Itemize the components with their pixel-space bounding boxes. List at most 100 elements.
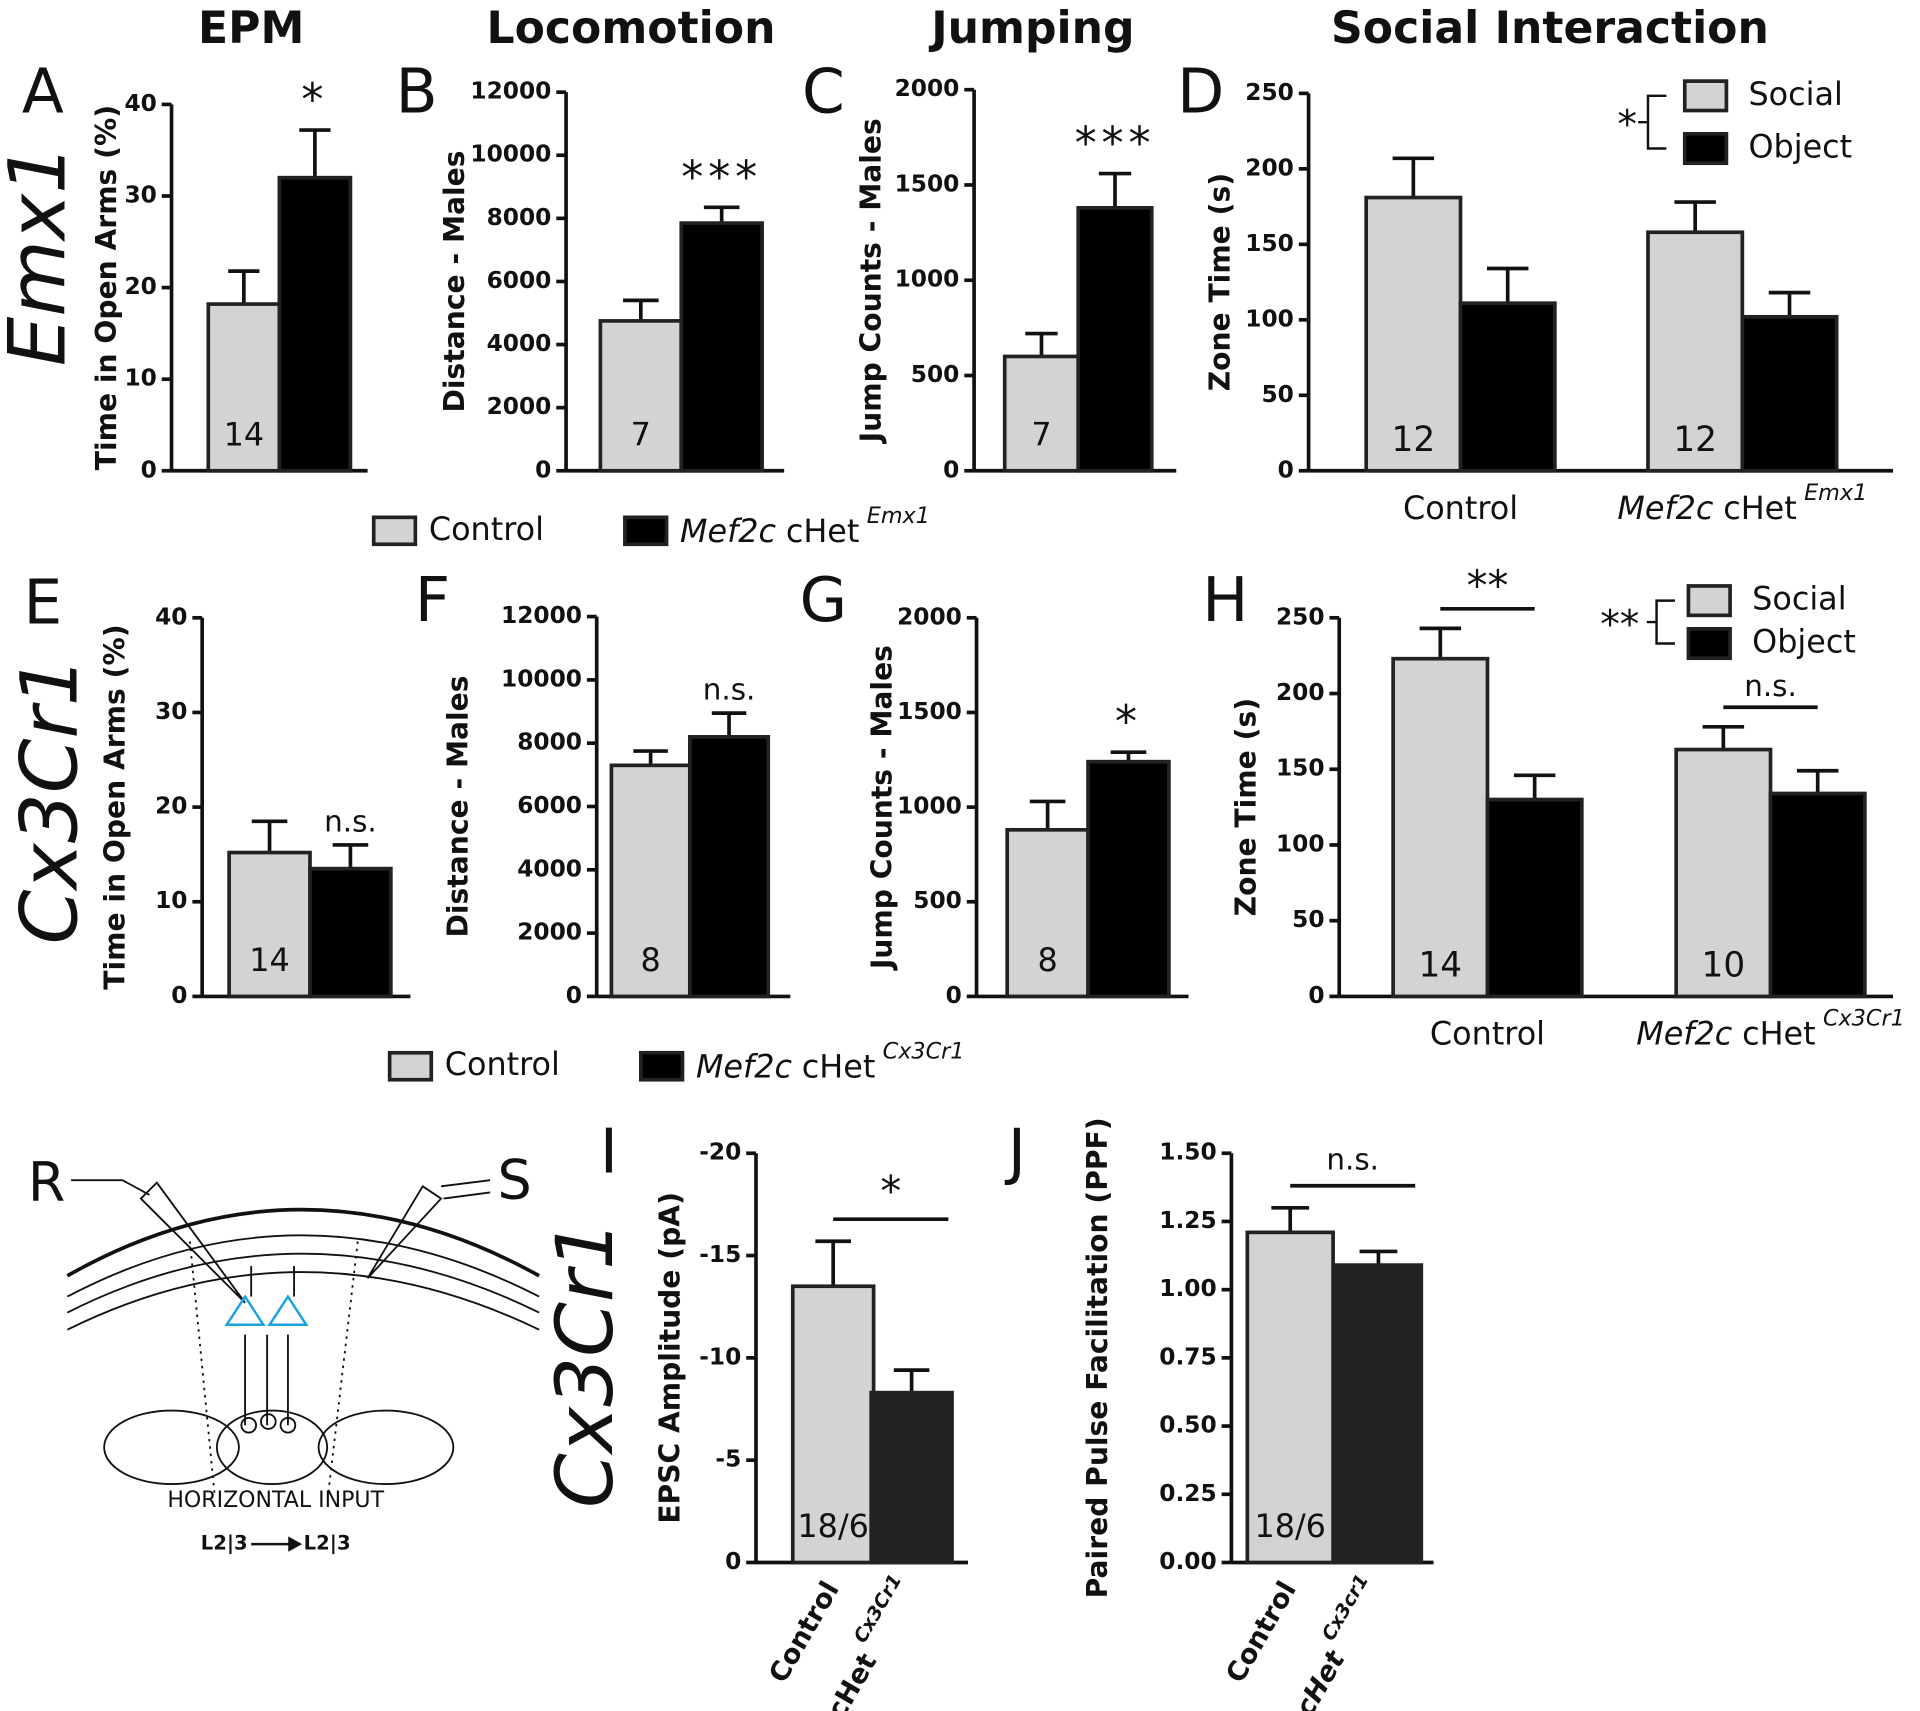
significance: ** xyxy=(1467,561,1509,610)
diagram-caption: HORIZONTAL INPUT xyxy=(167,1488,384,1513)
y-tick-label: 1000 xyxy=(895,266,960,293)
legend-swatch xyxy=(623,515,669,547)
significance: n.s. xyxy=(1326,1143,1379,1177)
legend-bracket xyxy=(1638,94,1667,150)
bar xyxy=(869,1390,954,1565)
n-label: 12 xyxy=(1392,420,1436,460)
y-tick-label: 2000 xyxy=(517,919,582,946)
panel-label: J xyxy=(1004,1116,1026,1187)
n-label: 8 xyxy=(1037,941,1057,979)
y-tick-label: 0 xyxy=(566,982,582,1009)
bar xyxy=(687,735,771,999)
legend-label: Social xyxy=(1748,75,1842,113)
y-tick-label: 2000 xyxy=(487,393,552,420)
y-tick-label: 0 xyxy=(171,982,187,1009)
y-tick-label: 0 xyxy=(946,982,962,1009)
superscript: Cx3Cr1 xyxy=(883,1038,965,1064)
y-tick-label: 150 xyxy=(1245,230,1294,257)
significance: * xyxy=(1115,697,1142,748)
n-label: 18/6 xyxy=(797,1507,869,1545)
label: Mef2c cHet Cx3Cr1 xyxy=(696,1038,965,1086)
column-title: Locomotion xyxy=(487,3,776,54)
y-tick-label: 6000 xyxy=(487,267,552,294)
panel-label: F xyxy=(415,565,450,636)
panel-label: H xyxy=(1202,565,1248,636)
diagram-label: S xyxy=(498,1149,532,1212)
y-tick-label: 250 xyxy=(1245,79,1294,106)
bar xyxy=(1086,759,1171,999)
bar xyxy=(1740,314,1839,473)
y-tick-label: 0 xyxy=(943,456,959,483)
y-tick-label: 0.00 xyxy=(1159,1548,1216,1575)
y-tick-label: 0 xyxy=(1308,982,1324,1009)
y-tick-label: 20 xyxy=(155,793,187,820)
y-tick-label: 100 xyxy=(1245,305,1294,332)
label-text: cHet xyxy=(1723,489,1797,527)
legend-swatch xyxy=(1686,626,1732,661)
y-tick-label: 500 xyxy=(911,361,960,388)
y-tick-label: 10000 xyxy=(470,141,551,168)
bar xyxy=(1245,1230,1335,1565)
y-tick-label: 2000 xyxy=(897,603,962,630)
y-tick-label: 30 xyxy=(155,698,187,725)
n-label: 7 xyxy=(1031,415,1051,453)
y-tick-label: 4000 xyxy=(487,330,552,357)
y-axis-label: Paired Pulse Facilitation (PPF) xyxy=(1081,1117,1114,1598)
y-tick-label: 1.25 xyxy=(1159,1207,1216,1234)
y-axis-label: Zone Time (s) xyxy=(1229,698,1262,916)
gene: Mef2c xyxy=(696,1048,793,1086)
label-text: cHet xyxy=(786,512,860,550)
y-axis-label: Jump Counts - Males xyxy=(865,645,898,971)
y-tick-label: 6000 xyxy=(517,792,582,819)
superscript: Emx1 xyxy=(867,503,930,529)
diagram-label: L2|3 xyxy=(304,1532,351,1555)
legend-swatch xyxy=(371,515,418,547)
label-text: cHet xyxy=(802,1048,876,1086)
y-tick-label: 12000 xyxy=(501,602,582,629)
y-tick-label: 50 xyxy=(1292,906,1324,933)
y-tick-label: 10000 xyxy=(501,665,582,692)
panel-label: C xyxy=(802,56,845,127)
y-tick-label: 1000 xyxy=(897,793,962,820)
label: Control xyxy=(1220,1576,1303,1688)
n-label: 18/6 xyxy=(1254,1507,1326,1545)
y-tick-label: 10 xyxy=(124,365,156,392)
column-title: Jumping xyxy=(928,3,1134,54)
y-tick-label: -20 xyxy=(699,1139,741,1166)
superscript: Emx1 xyxy=(1804,479,1867,505)
legend-swatch xyxy=(1682,131,1729,166)
significance: n.s. xyxy=(703,673,756,707)
column-title: EPM xyxy=(198,3,304,54)
bar xyxy=(1768,791,1867,999)
significance: * xyxy=(1617,103,1637,148)
bar xyxy=(1674,747,1773,999)
diagram-label: R xyxy=(28,1151,65,1214)
y-tick-label: 150 xyxy=(1276,755,1325,782)
significance: * xyxy=(880,1167,901,1216)
y-tick-label: 200 xyxy=(1245,154,1294,181)
legend-label: Control xyxy=(429,510,544,548)
legend-swatch xyxy=(387,1050,434,1082)
label: Control xyxy=(1430,1015,1545,1053)
significance: ** xyxy=(1600,602,1639,647)
row-label: Cx3Cr1 xyxy=(540,1220,631,1508)
legend-label: Object xyxy=(1752,623,1856,661)
y-tick-label: 0 xyxy=(1278,456,1294,483)
y-tick-label: 1500 xyxy=(897,698,962,725)
y-tick-label: 30 xyxy=(124,181,156,208)
n-label: 14 xyxy=(224,415,265,453)
label: Mef2c cHet Cx3Cr1 xyxy=(1636,1005,1905,1053)
panel-label: E xyxy=(24,567,63,638)
y-tick-label: 12000 xyxy=(470,78,551,105)
y-tick-label: 0.75 xyxy=(1159,1343,1216,1370)
bar xyxy=(598,319,684,473)
superscript: Cx3cr1 xyxy=(1317,1570,1372,1644)
legend-label: Social xyxy=(1752,580,1846,618)
n-label: 12 xyxy=(1673,420,1717,460)
y-tick-label: -15 xyxy=(699,1241,741,1268)
n-label: 14 xyxy=(249,941,290,979)
row-label: Emx1 xyxy=(0,144,83,366)
label-text: cHet xyxy=(1742,1015,1816,1053)
panel-label: B xyxy=(396,56,438,127)
y-axis-label: Time in Open Arms (%) xyxy=(98,624,131,989)
